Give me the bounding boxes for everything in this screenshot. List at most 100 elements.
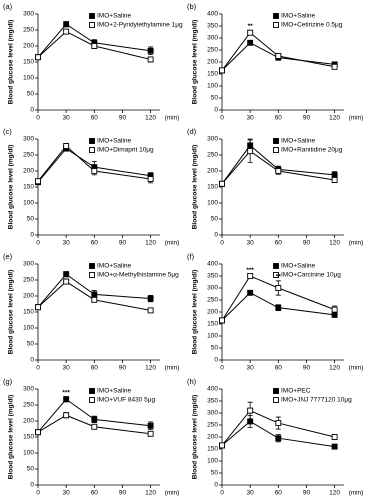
y-tick-label: 350	[207, 398, 218, 405]
panel-label: (a)	[3, 2, 13, 11]
x-axis-label: (min)	[349, 115, 364, 122]
y-tick-label: 50	[211, 216, 219, 223]
series-line	[221, 409, 335, 446]
x-tick-label: 90	[119, 115, 127, 122]
y-axis-label: Blood glucose level (mg/dl)	[192, 20, 199, 105]
marker	[331, 171, 338, 178]
y-tick-label: 300	[207, 285, 218, 292]
marker	[331, 306, 338, 313]
x-tick-label: 120	[329, 490, 340, 497]
panel-label: (f)	[187, 252, 195, 261]
y-tick-label: 200	[23, 43, 34, 50]
marker	[147, 430, 154, 437]
marker	[63, 396, 70, 403]
marker	[63, 28, 70, 35]
y-axis-label: Blood glucose level (mg/dl)	[192, 270, 199, 355]
x-axis-label: (min)	[349, 240, 364, 247]
marker	[91, 168, 98, 174]
series-line	[221, 31, 335, 71]
y-tick-label: 0	[30, 232, 34, 239]
y-tick-label: 150	[207, 321, 218, 328]
y-axis-label: Blood glucose level (mg/dl)	[8, 145, 15, 230]
y-tick-label: 50	[27, 91, 35, 98]
y-tick-label: 0	[30, 107, 34, 114]
legend-marker	[273, 263, 279, 269]
legend-label: IMO+VUF 8430 5μg	[97, 397, 156, 404]
x-axis-label: (min)	[165, 240, 180, 247]
marker	[219, 442, 225, 449]
x-tick-label: 0	[36, 365, 40, 372]
y-tick-label: 300	[23, 11, 34, 18]
marker	[91, 296, 98, 303]
y-axis-label: Blood glucose level (mg/dl)	[192, 145, 199, 230]
y-tick-label: 50	[27, 341, 35, 348]
y-tick-label: 100	[23, 450, 34, 457]
legend-label: IMO+α-Methylhistamine 5μg	[97, 272, 179, 279]
x-tick-label: 120	[145, 365, 156, 372]
marker	[35, 429, 41, 436]
x-tick-label: 30	[247, 115, 255, 122]
series-line	[221, 292, 335, 321]
x-tick-label: 30	[247, 240, 255, 247]
marker	[91, 423, 98, 430]
x-tick-label: 90	[119, 365, 127, 372]
marker	[147, 422, 154, 429]
y-axis-label: Blood glucose level (mg/dl)	[8, 270, 15, 355]
marker	[35, 304, 41, 311]
significance: **	[248, 23, 254, 30]
marker	[275, 53, 282, 59]
y-tick-label: 150	[207, 71, 218, 78]
y-tick-label: 0	[214, 482, 218, 489]
marker	[147, 295, 154, 302]
marker	[91, 291, 98, 298]
marker	[331, 443, 338, 450]
marker	[275, 435, 282, 442]
x-tick-label: 120	[145, 115, 156, 122]
y-tick-label: 300	[23, 136, 34, 143]
panel-label: (d)	[187, 127, 197, 136]
legend-label: IMO+Saline	[281, 13, 316, 20]
x-tick-label: 30	[63, 115, 71, 122]
y-tick-label: 0	[214, 232, 218, 239]
y-tick-label: 400	[207, 386, 218, 393]
legend-label: IMO+Saline	[97, 388, 132, 395]
series-line	[37, 398, 151, 433]
series-line	[37, 414, 151, 435]
legend-marker	[89, 272, 95, 278]
y-tick-label: 150	[207, 446, 218, 453]
x-tick-label: 120	[329, 115, 340, 122]
legend-label: IMO+Saline	[281, 263, 316, 270]
legend-label: IMO+Dimaprit 10μg	[97, 147, 154, 154]
marker	[147, 176, 154, 182]
legend-marker	[273, 397, 279, 403]
y-tick-label: 300	[23, 386, 34, 393]
legend-marker	[273, 147, 279, 153]
marker	[219, 317, 225, 324]
x-axis-label: (min)	[165, 490, 180, 497]
legend-label: IMO+JNJ 7777120 10μg	[281, 397, 352, 404]
legend-marker	[89, 263, 95, 269]
y-tick-label: 150	[23, 184, 34, 191]
legend-marker	[89, 13, 95, 19]
marker	[63, 278, 70, 285]
x-tick-label: 0	[36, 240, 40, 247]
y-tick-label: 0	[30, 357, 34, 364]
series-line	[37, 145, 151, 182]
series-line	[221, 420, 335, 448]
y-tick-label: 250	[23, 152, 34, 159]
y-tick-label: 250	[207, 152, 218, 159]
legend-label: IMO+PEC	[281, 388, 311, 395]
x-tick-label: 0	[220, 490, 224, 497]
x-tick-label: 90	[303, 490, 311, 497]
marker	[91, 416, 98, 423]
x-tick-label: 90	[303, 240, 311, 247]
x-tick-label: 90	[303, 115, 311, 122]
legend-label: IMO+Ranitidine 20μg	[281, 147, 343, 154]
series-line	[221, 275, 335, 321]
y-tick-label: 150	[23, 434, 34, 441]
x-tick-label: 0	[36, 490, 40, 497]
y-tick-label: 100	[207, 458, 218, 465]
x-tick-label: 60	[275, 365, 283, 372]
